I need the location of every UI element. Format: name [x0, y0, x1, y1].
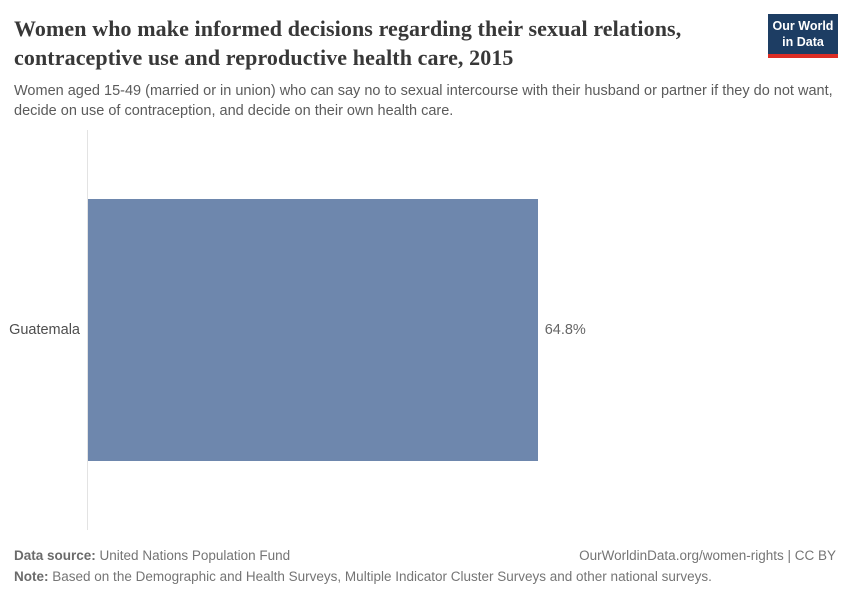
note-value: Based on the Demographic and Health Surv… — [52, 569, 712, 584]
note-label: Note: — [14, 569, 49, 584]
y-axis-line — [87, 130, 88, 530]
owid-logo[interactable]: Our World in Data — [768, 14, 838, 59]
bar-guatemala[interactable] — [88, 199, 538, 461]
plot-area: 64.8% — [88, 130, 782, 530]
data-source-line: Data source: United Nations Population F… — [14, 545, 290, 566]
value-label: 64.8% — [544, 322, 586, 338]
owid-url-link[interactable]: OurWorldinData.org/women-rights | CC BY — [579, 548, 836, 563]
entity-label-guatemala: Guatemala — [9, 322, 80, 338]
chart-footer: Data source: United Nations Population F… — [14, 545, 836, 587]
page-title: Women who make informed decisions regard… — [14, 16, 682, 71]
owid-logo-line1: Our World — [772, 19, 834, 33]
data-source-value: United Nations Population Fund — [99, 548, 291, 563]
page-subtitle: Women aged 15-49 (married or in union) w… — [14, 83, 833, 120]
bar-row: 64.8% — [88, 199, 782, 461]
note-line: Note: Based on the Demographic and Healt… — [14, 566, 836, 587]
owid-logo-line2: in Data — [782, 34, 824, 49]
chart-header: Women who make informed decisions regard… — [14, 14, 838, 121]
data-source-label: Data source: — [14, 548, 96, 563]
